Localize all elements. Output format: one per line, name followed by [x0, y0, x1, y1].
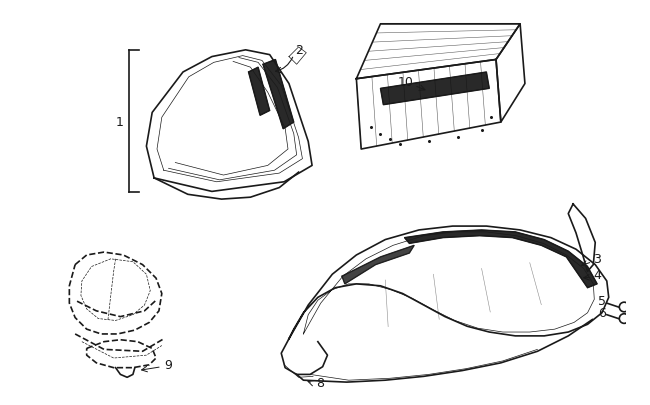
Text: 6: 6	[598, 307, 606, 320]
Text: 3: 3	[593, 253, 601, 266]
Polygon shape	[342, 246, 414, 284]
Polygon shape	[380, 73, 489, 105]
Text: 2: 2	[294, 44, 302, 57]
Polygon shape	[263, 60, 294, 130]
Text: 10: 10	[398, 76, 413, 89]
Text: 4: 4	[593, 268, 601, 281]
Text: 7: 7	[649, 301, 650, 314]
Polygon shape	[404, 230, 597, 288]
Text: 9: 9	[164, 358, 172, 371]
Text: 1: 1	[116, 115, 124, 128]
Polygon shape	[248, 68, 270, 116]
Text: 5: 5	[598, 294, 606, 307]
Text: 8: 8	[316, 376, 324, 389]
